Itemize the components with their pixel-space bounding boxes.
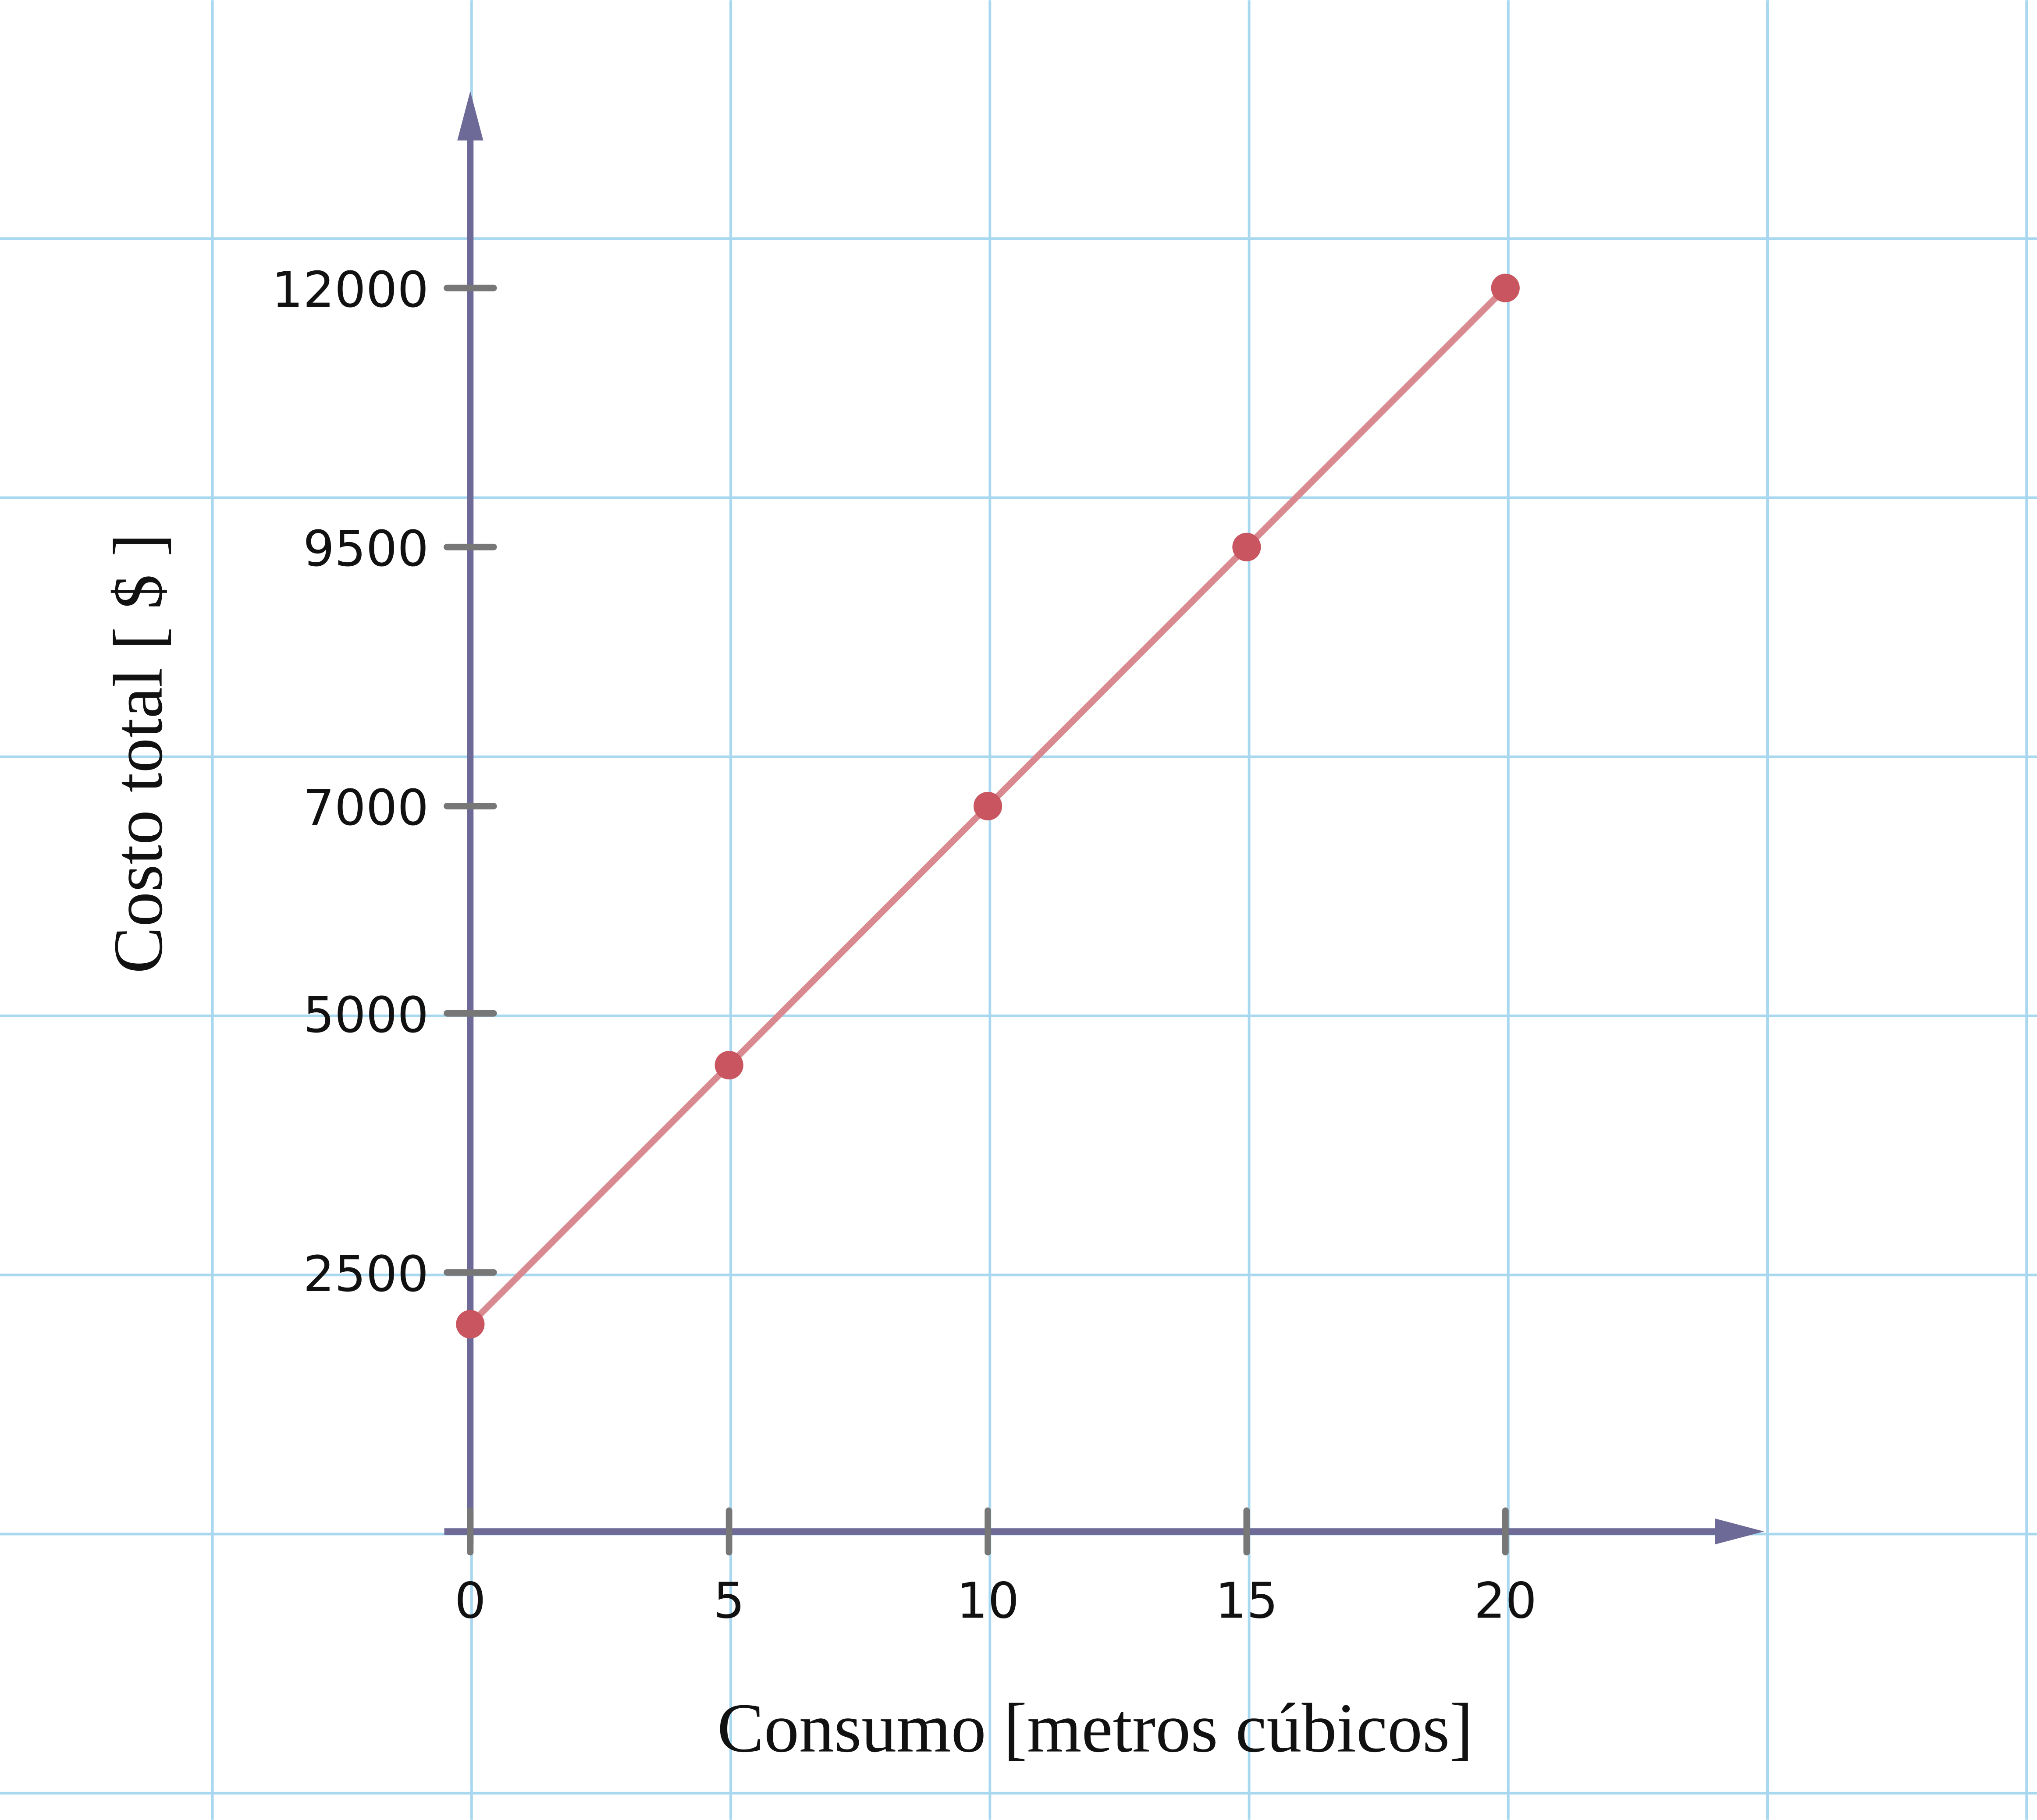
x-tick-label: 0 [455,1572,486,1629]
y-tick-label: 2500 [303,1245,429,1303]
y-axis-title: Costo total [ $ ] [99,533,177,973]
x-tick-label: 5 [713,1572,745,1629]
data-point [715,1050,743,1080]
y-axis-arrow [457,91,483,141]
y-tick-label: 7000 [303,779,429,837]
data-point [973,791,1003,821]
x-tick-label: 10 [956,1572,1019,1629]
data-point [1232,532,1261,561]
x-axis-title: Consumo [metros cúbicos] [717,1689,1473,1767]
data-point [456,1310,485,1339]
x-tick-label: 20 [1474,1572,1537,1629]
data-point [1491,273,1520,302]
y-tick-label: 9500 [303,520,429,578]
x-tick-label: 15 [1215,1572,1278,1629]
y-tick-label: 12000 [272,261,429,319]
x-axis-arrow [1715,1518,1764,1545]
y-tick-label: 5000 [303,986,429,1044]
